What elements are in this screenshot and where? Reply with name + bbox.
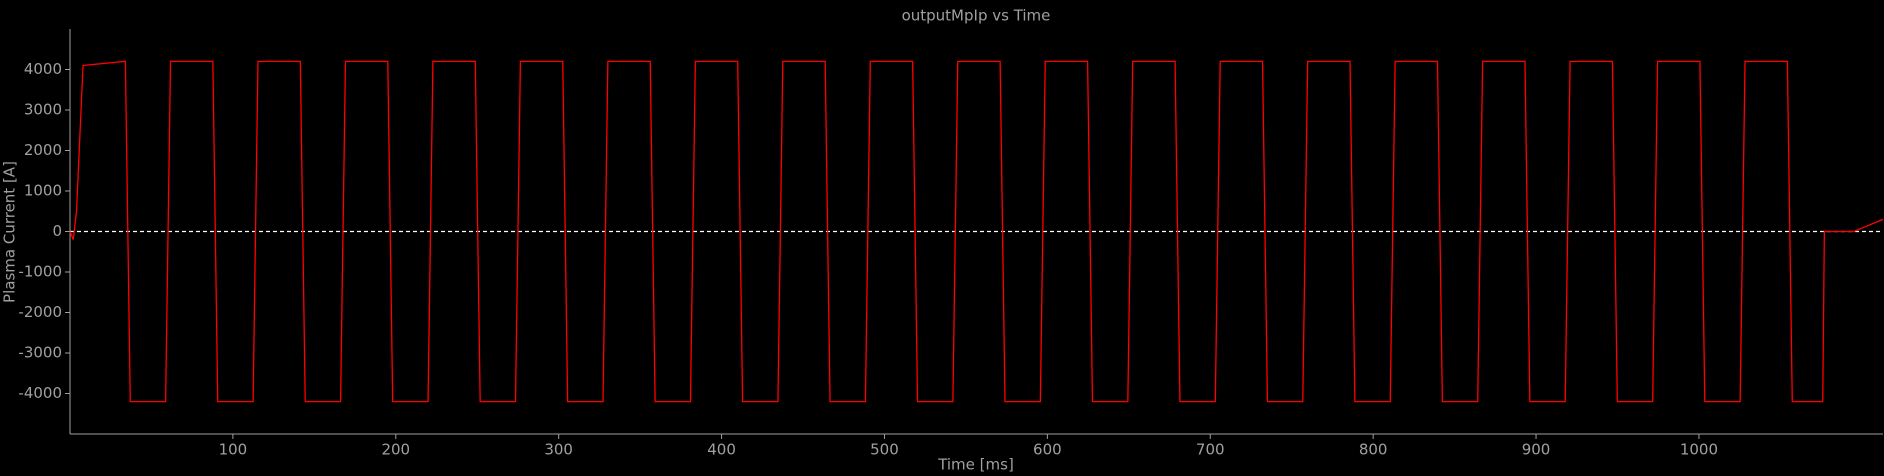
y-tick-label: 3000 [24, 101, 62, 119]
x-tick-label: 900 [1522, 441, 1551, 459]
y-tick-label: -4000 [18, 384, 62, 402]
y-tick-label: -2000 [18, 303, 62, 321]
data-line [69, 60, 1884, 403]
chart-title: outputMpIp vs Time [902, 7, 1051, 25]
y-tick-label: 0 [52, 222, 62, 240]
x-tick-label: 300 [544, 441, 573, 459]
x-tick-label: 700 [1196, 441, 1225, 459]
x-axis-label: Time [ms] [937, 456, 1014, 474]
x-tick-label: 200 [381, 441, 410, 459]
x-tick-label: 400 [707, 441, 736, 459]
y-tick-label: 2000 [24, 141, 62, 159]
y-tick-label: 1000 [24, 182, 62, 200]
y-tick-label: -3000 [18, 344, 62, 362]
x-tick-label: 100 [219, 441, 248, 459]
x-tick-label: 500 [870, 441, 899, 459]
x-tick-label: 1000 [1680, 441, 1718, 459]
x-tick-label: 800 [1359, 441, 1388, 459]
y-tick-label: -1000 [18, 263, 62, 281]
y-axis-label: Plasma Current [A] [1, 161, 19, 303]
x-tick-label: 600 [1033, 441, 1062, 459]
y-tick-label: 4000 [24, 60, 62, 78]
